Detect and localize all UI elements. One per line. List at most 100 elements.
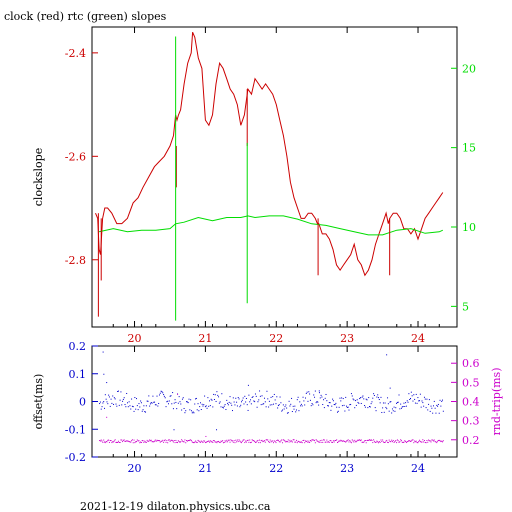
scatter-point-blue	[258, 399, 260, 401]
scatter-point-magenta	[215, 441, 217, 443]
scatter-point-magenta	[168, 439, 170, 441]
scatter-point-magenta	[164, 439, 166, 441]
scatter-point-blue	[149, 403, 151, 405]
scatter-point-blue	[411, 395, 413, 397]
scatter-point-blue	[165, 406, 167, 408]
scatter-point-magenta	[403, 441, 405, 443]
scatter-point-magenta	[336, 442, 338, 444]
scatter-point-magenta	[158, 440, 160, 442]
scatter-point-blue	[122, 398, 124, 400]
scatter-point-blue	[373, 394, 375, 396]
scatter-point-blue	[323, 407, 325, 409]
scatter-point-magenta	[424, 441, 426, 443]
scatter-point-blue	[348, 409, 350, 411]
scatter-point-magenta	[158, 440, 160, 442]
scatter-point-blue	[207, 397, 209, 399]
scatter-point-magenta	[137, 440, 139, 442]
scatter-point-blue	[282, 409, 284, 411]
scatter-point-magenta	[343, 440, 345, 442]
scatter-point-blue	[285, 404, 287, 406]
scatter-point-magenta	[436, 442, 438, 444]
scatter-point-blue	[359, 398, 361, 400]
scatter-point-magenta	[206, 441, 208, 443]
scatter-point-magenta	[331, 441, 333, 443]
scatter-point-magenta	[344, 441, 346, 443]
scatter-point-magenta	[378, 442, 380, 444]
scatter-point-magenta	[190, 440, 192, 442]
scatter-point-blue	[222, 407, 224, 409]
scatter-point-blue	[150, 402, 152, 404]
scatter-point-blue	[314, 396, 316, 398]
scatter-point-blue	[230, 402, 232, 404]
scatter-point-magenta	[140, 441, 142, 443]
scatter-point-blue	[147, 400, 149, 402]
scatter-outlier-blue	[386, 354, 388, 356]
scatter-outlier-blue	[102, 351, 104, 353]
scatter-point-blue	[420, 406, 422, 408]
scatter-point-magenta	[306, 440, 308, 442]
scatter-point-blue	[318, 404, 320, 406]
scatter-point-blue	[163, 394, 165, 396]
scatter-point-magenta	[335, 440, 337, 442]
scatter-point-magenta	[185, 442, 187, 444]
scatter-point-blue	[182, 397, 184, 399]
y-left-tick-label: -0.1	[65, 423, 86, 436]
scatter-point-magenta	[296, 442, 298, 444]
scatter-point-magenta	[236, 439, 238, 441]
scatter-point-blue	[387, 397, 389, 399]
scatter-point-magenta	[216, 442, 218, 444]
scatter-point-blue	[437, 405, 439, 407]
scatter-point-magenta	[269, 439, 271, 441]
x-tick-label: 20	[128, 462, 142, 475]
scatter-point-blue	[103, 401, 105, 403]
scatter-point-magenta	[256, 440, 258, 442]
scatter-point-blue	[332, 400, 334, 402]
scatter-point-blue	[284, 406, 286, 408]
scatter-point-magenta	[250, 441, 252, 443]
scatter-point-blue	[140, 400, 142, 402]
scatter-point-magenta	[148, 440, 150, 442]
scatter-point-magenta	[350, 441, 352, 443]
scatter-point-blue	[298, 410, 300, 412]
scatter-point-magenta	[373, 439, 375, 441]
scatter-point-blue	[294, 405, 296, 407]
scatter-point-magenta	[280, 440, 282, 442]
y-right-tick-label: 0.6	[462, 357, 480, 370]
scatter-point-magenta	[184, 439, 186, 441]
scatter-point-blue	[403, 402, 405, 404]
scatter-point-magenta	[371, 439, 373, 441]
scatter-point-blue	[340, 400, 342, 402]
scatter-point-magenta	[321, 439, 323, 441]
scatter-point-magenta	[136, 441, 138, 443]
scatter-point-blue	[354, 407, 356, 409]
scatter-point-magenta	[171, 439, 173, 441]
scatter-point-blue	[194, 403, 196, 405]
scatter-point-magenta	[314, 442, 316, 444]
scatter-point-magenta	[368, 439, 370, 441]
y-right-tick-label: 15	[462, 142, 476, 155]
scatter-point-blue	[307, 400, 309, 402]
scatter-point-magenta	[388, 439, 390, 441]
scatter-point-blue	[178, 396, 180, 398]
scatter-point-blue	[245, 401, 247, 403]
scatter-point-magenta	[410, 440, 412, 442]
scatter-point-blue	[113, 397, 115, 399]
scatter-point-blue	[113, 403, 115, 405]
scatter-point-magenta	[153, 441, 155, 443]
scatter-point-magenta	[117, 440, 119, 442]
scatter-point-magenta	[138, 440, 140, 442]
scatter-point-magenta	[111, 442, 113, 444]
scatter-point-magenta	[172, 440, 174, 442]
scatter-point-magenta	[235, 439, 237, 441]
scatter-point-magenta	[385, 440, 387, 442]
scatter-point-blue	[349, 404, 351, 406]
scatter-point-magenta	[106, 441, 108, 443]
scatter-point-blue	[384, 402, 386, 404]
scatter-point-magenta	[382, 441, 384, 443]
scatter-point-magenta	[187, 440, 189, 442]
scatter-point-blue	[236, 405, 238, 407]
scatter-point-blue	[279, 396, 281, 398]
scatter-point-magenta	[128, 441, 130, 443]
scatter-point-magenta	[442, 440, 444, 442]
scatter-point-blue	[195, 398, 197, 400]
